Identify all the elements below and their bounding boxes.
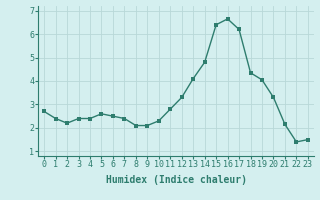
X-axis label: Humidex (Indice chaleur): Humidex (Indice chaleur) xyxy=(106,175,246,185)
